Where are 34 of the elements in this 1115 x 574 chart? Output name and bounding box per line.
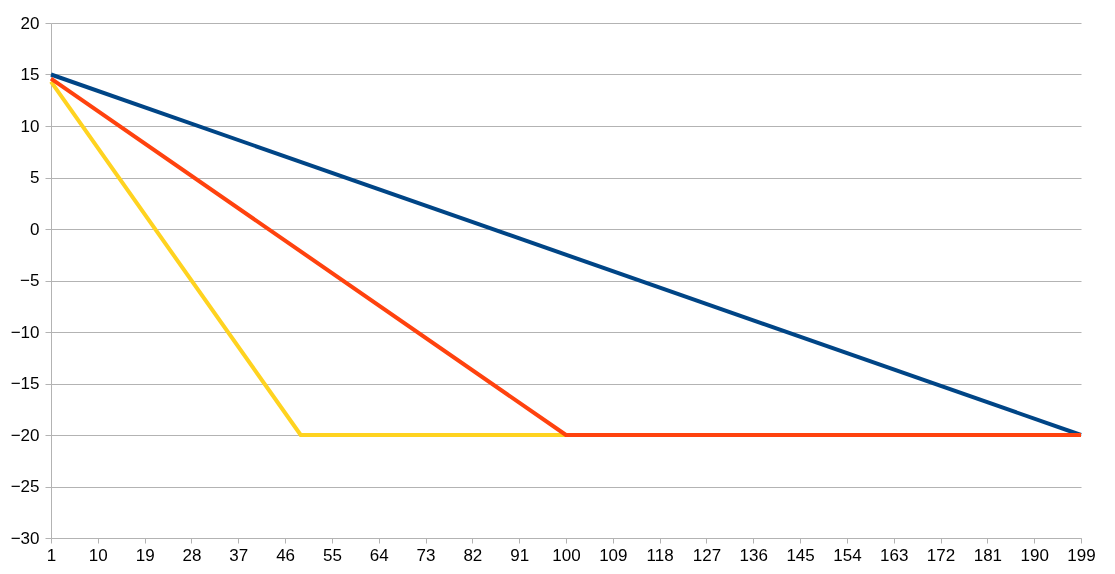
x-tick-label: 154 (833, 545, 862, 565)
x-tick-label: 73 (416, 545, 436, 565)
x-tick-label: 145 (786, 545, 815, 565)
x-tick-label: 118 (646, 545, 674, 565)
x-tick-label: 1 (46, 545, 57, 565)
y-tick-label: −30 (10, 528, 40, 548)
x-tick-label: 19 (135, 545, 155, 565)
y-tick-label: −10 (10, 322, 40, 342)
y-tick-label: −15 (10, 374, 40, 393)
x-tick-label: 190 (1020, 545, 1049, 565)
y-tick-label: 10 (20, 116, 40, 136)
x-tick-label: 181 (973, 545, 1003, 565)
x-tick-label: 127 (692, 545, 722, 565)
y-tick-label: 15 (20, 65, 40, 84)
x-tick-label: 37 (229, 545, 249, 565)
y-tick-label: 20 (20, 13, 40, 33)
y-tick-label: 5 (30, 168, 40, 187)
x-tick-label: 172 (926, 545, 956, 565)
x-tick-label: 163 (880, 545, 909, 565)
x-tick-label: 28 (182, 545, 202, 565)
x-tick-label: 10 (88, 545, 108, 565)
y-tick-label: 0 (30, 219, 40, 239)
x-tick-label: 199 (1067, 545, 1096, 565)
x-tick-label: 136 (739, 545, 768, 565)
x-tick-label: 100 (552, 545, 581, 565)
x-tick-label: 46 (276, 545, 296, 565)
x-tick-label: 64 (369, 545, 389, 565)
x-tick-label: 55 (322, 545, 342, 565)
x-tick-label: 82 (463, 545, 483, 565)
x-tick-label: 109 (599, 545, 628, 565)
x-tick-label: 91 (510, 545, 530, 565)
y-tick-label: −25 (10, 477, 40, 496)
y-tick-label: −5 (20, 271, 40, 290)
y-tick-label: −20 (10, 425, 40, 445)
